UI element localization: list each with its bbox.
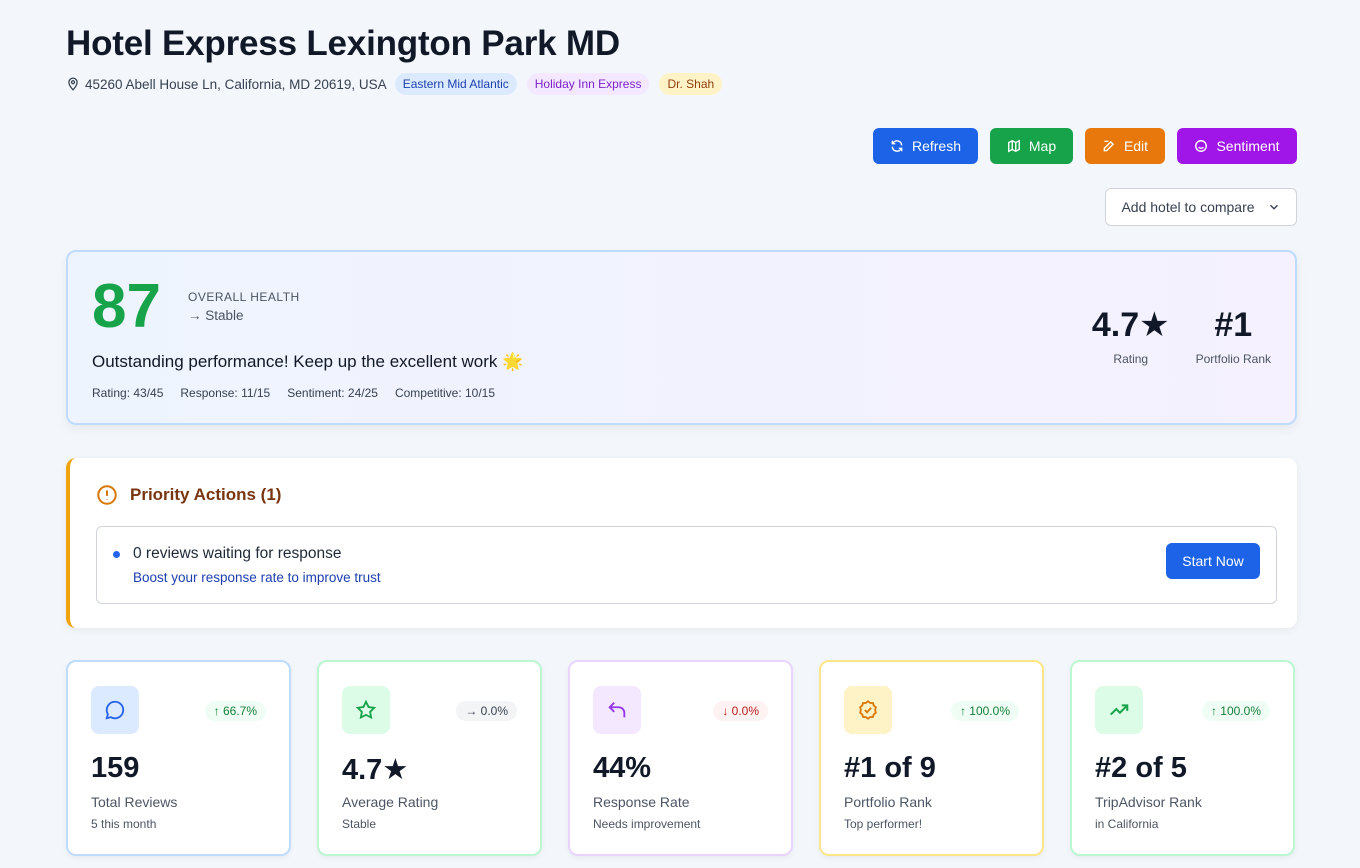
health-score: 87: [92, 272, 161, 341]
trending-up-icon: [1095, 686, 1143, 734]
map-pin-icon: [66, 77, 80, 91]
summary-rating-value: 4.7★: [1091, 306, 1170, 344]
sentiment-button[interactable]: Sentiment: [1177, 128, 1297, 164]
health-trend: → Stable: [188, 308, 244, 323]
compare-hotel-select[interactable]: Add hotel to compare: [1105, 188, 1297, 226]
summary-rating-label: Rating: [1113, 352, 1149, 366]
start-now-button[interactable]: Start Now: [1166, 543, 1260, 579]
stat-value: 159: [91, 752, 140, 784]
refresh-icon: [891, 140, 903, 152]
priority-item-subtext: Boost your response rate to improve trus…: [133, 570, 381, 585]
priority-title: Priority Actions (1): [130, 485, 282, 504]
priority-item-text: 0 reviews waiting for response: [133, 545, 342, 562]
reply-icon: [593, 686, 641, 734]
stat-label: Average Rating: [342, 794, 439, 810]
stat-card-tripadvisor-rank[interactable]: ↑ 100.0% #2 of 5 TripAdvisor Rank in Cal…: [1070, 660, 1295, 856]
stat-value: #1 of 9: [844, 752, 936, 784]
edit-icon: [1103, 140, 1115, 152]
alert-circle-icon: [97, 485, 117, 505]
page-title: Hotel Express Lexington Park MD: [66, 24, 620, 63]
region-tag: Eastern Mid Atlantic: [394, 73, 517, 95]
priority-header: Priority Actions (1): [96, 484, 281, 506]
stat-subtext: 5 this month: [91, 817, 157, 831]
stat-subtext: Stable: [342, 817, 377, 831]
change-badge: ↑ 66.7%: [204, 701, 266, 721]
health-breakdown: Rating: 43/45 Response: 11/15 Sentiment:…: [92, 386, 495, 400]
refresh-label: Refresh: [911, 138, 962, 154]
stat-label: Portfolio Rank: [844, 794, 932, 810]
stat-value: 44%: [593, 752, 652, 784]
health-card: 87 OVERALL HEALTH → Stable Outstanding p…: [66, 250, 1297, 425]
sentiment-label: Sentiment: [1216, 138, 1280, 154]
health-summary-stats: 4.7★ Rating #1 Portfolio Rank: [1092, 308, 1271, 366]
stat-label: TripAdvisor Rank: [1095, 794, 1202, 810]
stat-value: #2 of 5: [1095, 752, 1187, 784]
summary-rank-label: Portfolio Rank: [1195, 352, 1271, 366]
change-badge: ↓ 0.0%: [713, 701, 768, 721]
stat-card-portfolio-rank[interactable]: ↑ 100.0% #1 of 9 Portfolio Rank Top perf…: [819, 660, 1044, 856]
breakdown-rating: Rating: 43/45: [92, 386, 164, 400]
chevron-down-icon: [1269, 204, 1278, 210]
refresh-button[interactable]: Refresh: [873, 128, 978, 164]
stat-subtext: Top performer!: [844, 817, 923, 831]
breakdown-competitive: Competitive: 10/15: [394, 386, 496, 400]
compare-label: Add hotel to compare: [1121, 199, 1255, 215]
map-icon: [1007, 139, 1020, 153]
stat-subtext: Needs improvement: [593, 817, 701, 831]
stat-card-response-rate[interactable]: ↓ 0.0% 44% Response Rate Needs improveme…: [568, 660, 793, 856]
change-badge: ↑ 100.0%: [950, 701, 1019, 721]
edit-button[interactable]: Edit: [1085, 128, 1165, 164]
priority-actions-card: Priority Actions (1) 0 reviews waiting f…: [66, 458, 1297, 628]
stat-subtext: in California: [1095, 817, 1159, 831]
health-message: Outstanding performance! Keep up the exc…: [92, 352, 524, 371]
health-label: OVERALL HEALTH: [188, 290, 300, 304]
stat-card-average-rating[interactable]: → 0.0% 4.7★ Average Rating Stable: [317, 660, 542, 856]
map-label: Map: [1028, 138, 1057, 154]
edit-label: Edit: [1123, 138, 1149, 154]
stat-label: Response Rate: [593, 794, 690, 810]
hotel-address: 45260 Abell House Ln, California, MD 206…: [85, 76, 387, 92]
star-icon: [342, 686, 390, 734]
owner-tag: Dr. Shah: [659, 73, 723, 95]
priority-item: 0 reviews waiting for response Boost you…: [96, 526, 1277, 604]
chat-icon: [91, 686, 139, 734]
summary-rating: 4.7★ Rating: [1092, 308, 1170, 366]
change-badge: → 0.0%: [456, 701, 517, 721]
summary-rank-value: #1: [1214, 306, 1253, 344]
map-button[interactable]: Map: [990, 128, 1073, 164]
breakdown-sentiment: Sentiment: 24/25: [287, 386, 378, 400]
change-badge: ↑ 100.0%: [1201, 701, 1270, 721]
hotel-meta: 45260 Abell House Ln, California, MD 206…: [66, 72, 732, 96]
breakdown-response: Response: 11/15: [180, 386, 271, 400]
brand-tag: Holiday Inn Express: [526, 73, 650, 95]
smile-icon: [1195, 140, 1208, 152]
stat-card-total-reviews[interactable]: ↑ 66.7% 159 Total Reviews 5 this month: [66, 660, 291, 856]
stat-value: 4.7★: [342, 754, 409, 786]
stat-cards: ↑ 66.7% 159 Total Reviews 5 this month →…: [66, 660, 1295, 856]
bullet-dot-icon: [113, 551, 120, 558]
action-toolbar: Refresh Map Edit Sentiment: [873, 128, 1297, 164]
badge-check-icon: [844, 686, 892, 734]
summary-rank: #1 Portfolio Rank: [1196, 308, 1271, 366]
stat-label: Total Reviews: [91, 794, 178, 810]
